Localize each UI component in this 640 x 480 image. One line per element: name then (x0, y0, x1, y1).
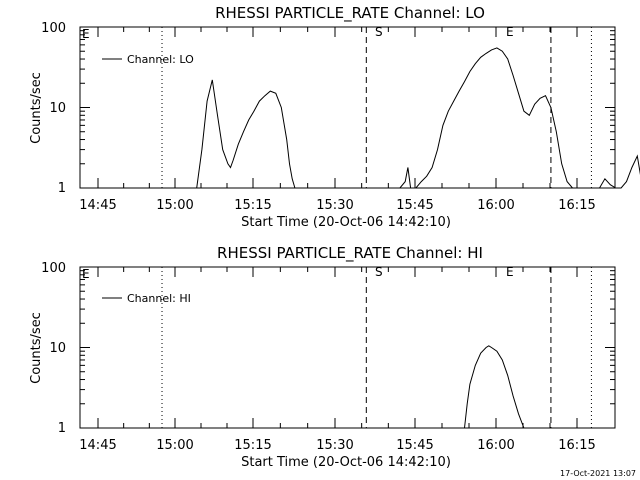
x-tick-1530: 15:30 (316, 438, 353, 453)
x-tick-1515: 15:15 (234, 438, 271, 453)
chart-panel-lo: RHESSI PARTICLE_RATE Channel: LO 100 10 … (29, 4, 640, 230)
x-tick-1530: 15:30 (316, 198, 353, 213)
x-tick-1545: 15:45 (396, 438, 433, 453)
marker-label-e-start-hi: E (82, 267, 90, 281)
chart-panel-hi: RHESSI PARTICLE_RATE Channel: HI 100 10 … (29, 244, 616, 470)
series-line-lo (196, 47, 640, 189)
y-tick-100: 100 (41, 21, 66, 36)
footer-timestamp: 17-Oct-2021 13:07 (560, 469, 636, 478)
x-tick-1615: 16:15 (558, 438, 595, 453)
marker-label-s-lo: S (375, 25, 383, 39)
legend-label-hi: Channel: HI (127, 292, 191, 305)
chart-title-hi: RHESSI PARTICLE_RATE Channel: HI (217, 244, 483, 263)
plot-frame-lo (79, 26, 616, 189)
marker-label-e-start-lo: E (82, 27, 90, 41)
x-tick-1600: 16:00 (477, 438, 514, 453)
marker-label-s-hi: S (375, 265, 383, 279)
x-tick-1445: 14:45 (79, 198, 116, 213)
axis-ticks-hi (80, 266, 615, 429)
x-tick-1615: 16:15 (558, 198, 595, 213)
y-axis-label-lo: Counts/sec (29, 72, 44, 144)
x-tick-1445: 14:45 (79, 438, 116, 453)
x-axis-label-lo: Start Time (20-Oct-06 14:42:10) (241, 215, 451, 230)
y-tick-10: 10 (49, 341, 66, 356)
event-markers-hi (161, 267, 592, 428)
series-line-hi (464, 345, 525, 429)
event-markers-lo (161, 27, 592, 188)
legend-label-lo: Channel: LO (127, 53, 194, 66)
y-tick-1: 1 (58, 181, 66, 196)
chart-title-lo: RHESSI PARTICLE_RATE Channel: LO (215, 4, 485, 23)
axis-ticks-lo (80, 26, 615, 189)
x-tick-1600: 16:00 (477, 198, 514, 213)
y-tick-1: 1 (58, 421, 66, 436)
x-axis-label-hi: Start Time (20-Oct-06 14:42:10) (241, 455, 451, 470)
y-tick-100: 100 (41, 261, 66, 276)
x-tick-1515: 15:15 (234, 198, 271, 213)
marker-label-e-end-hi: E (506, 265, 514, 279)
x-tick-1545: 15:45 (396, 198, 433, 213)
y-axis-label-hi: Counts/sec (29, 312, 44, 384)
x-tick-1500: 15:00 (156, 438, 193, 453)
y-tick-10: 10 (49, 101, 66, 116)
marker-label-e-end-lo: E (506, 25, 514, 39)
x-tick-1500: 15:00 (156, 198, 193, 213)
